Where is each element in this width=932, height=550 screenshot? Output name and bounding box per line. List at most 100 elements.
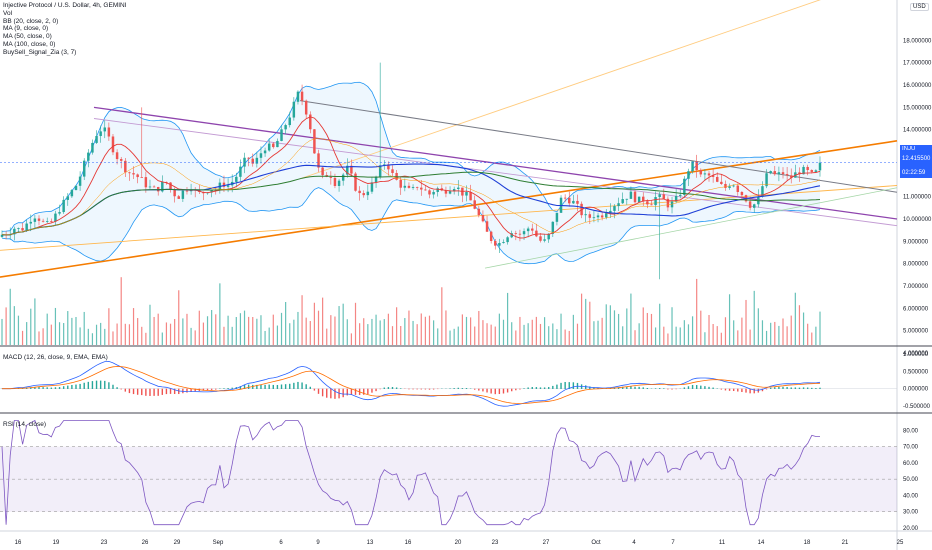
candle-body [798,172,801,175]
macd-histogram-bar [642,387,644,389]
candle-body [341,174,345,181]
volume-bar [338,306,340,345]
volume-bar [153,316,155,345]
rsi-line [1,419,820,526]
volume-bar [716,326,718,345]
macd-histogram-bar [104,380,106,389]
macd-histogram-bar [149,388,151,396]
candle-body [522,231,526,235]
macd-histogram-bar [165,388,168,395]
x-tick-label: 7 [671,540,675,546]
volume-bar [219,283,221,345]
volume-bar [132,308,135,345]
currency-badge[interactable]: USD [910,3,929,11]
volume-bar [663,326,665,345]
candle-body [765,173,768,187]
volume-bar [815,326,817,345]
candle-body [54,213,57,222]
volume-bar [305,317,307,345]
candle-body [740,191,744,196]
macd-histogram-bar [486,388,488,393]
volume-bar [141,326,143,345]
volume-bar [449,330,451,345]
macd-histogram-bar [548,387,550,389]
legend-ma50[interactable]: MA (50, close, 0) [3,33,52,41]
volume-bar [671,307,673,345]
volume-bar [54,307,57,345]
macd-histogram-bar [790,387,792,389]
candle-body [732,185,735,187]
macd-histogram-bar [342,388,344,398]
volume-bar [433,320,435,345]
macd-histogram-bar [482,388,484,392]
candle-body [263,150,267,154]
candle-body [333,177,337,186]
volume-bar [548,326,550,345]
volume-bar [227,315,229,345]
macd-histogram-bar [584,385,587,389]
candle-body [62,199,65,213]
macd-histogram-bar [79,383,81,389]
volume-bar [13,306,15,345]
legend-bb[interactable]: BB (20, close, 2, 0) [3,17,59,25]
candle-body [210,189,213,193]
candle-body [526,228,530,232]
legend-buysell[interactable]: BuySell_Signal_Zia (3, 7) [3,48,77,56]
x-tick-label: 25 [897,540,904,546]
volume-bar [157,313,159,345]
volume-bar [704,332,706,345]
rsi-label[interactable]: RSI (14, close) [3,421,46,428]
macd-histogram-bar [46,387,48,389]
volume-bar [317,310,320,345]
candle-body [551,221,555,234]
candle-body [366,191,370,196]
candle-body [107,127,111,137]
macd-histogram-bar [811,387,813,389]
candle-body [99,131,102,137]
macd-histogram-bar [363,388,365,395]
legend-ma100[interactable]: MA (100, close, 0) [3,40,56,48]
candle-body [132,173,135,175]
macd-histogram-bar [498,388,501,395]
x-tick-label: 20 [455,540,462,546]
volume-bar [120,277,122,345]
volume-bar [30,308,32,345]
volume-bar [437,328,439,345]
volume-bar [276,325,279,345]
volume-bar [104,328,106,345]
macd-label[interactable]: MACD (12, 26, close, 9, EMA, EMA) [3,354,108,361]
volume-bar [807,323,809,345]
candle-body [699,170,703,175]
candle-body [329,176,333,178]
candle-body [358,190,361,194]
volume-bar [470,317,472,345]
candle-body [761,186,764,197]
price-tick-label: 6.000000 [903,306,929,312]
volume-bar [165,322,168,345]
macd-histogram-bar [782,386,784,389]
volume-bar [794,292,796,345]
macd-histogram-bar [132,388,135,395]
candle-body [272,143,275,148]
candle-body [33,218,37,222]
candle-body [239,166,242,177]
legend-ma9[interactable]: MA (9, close, 0) [3,25,49,33]
volume-bar [252,317,254,345]
volume-bar [445,310,447,345]
candle-body [506,237,509,243]
price-tick-label: 14.000000 [903,128,932,134]
macd-histogram-bar [412,388,414,390]
macd-histogram-bar [675,388,677,390]
volume-bar [256,318,258,345]
candle-body [568,197,571,204]
macd-histogram-bar [749,388,751,394]
price-tick-label: 9.000000 [903,239,929,245]
volume-bar [182,318,184,345]
volume-bar [539,323,542,345]
x-tick-label: 9 [316,540,320,546]
volume-bar [260,315,262,345]
legend-vol[interactable]: Vol [3,9,13,17]
x-tick-label: 14 [758,540,765,546]
volume-bar [334,316,336,345]
